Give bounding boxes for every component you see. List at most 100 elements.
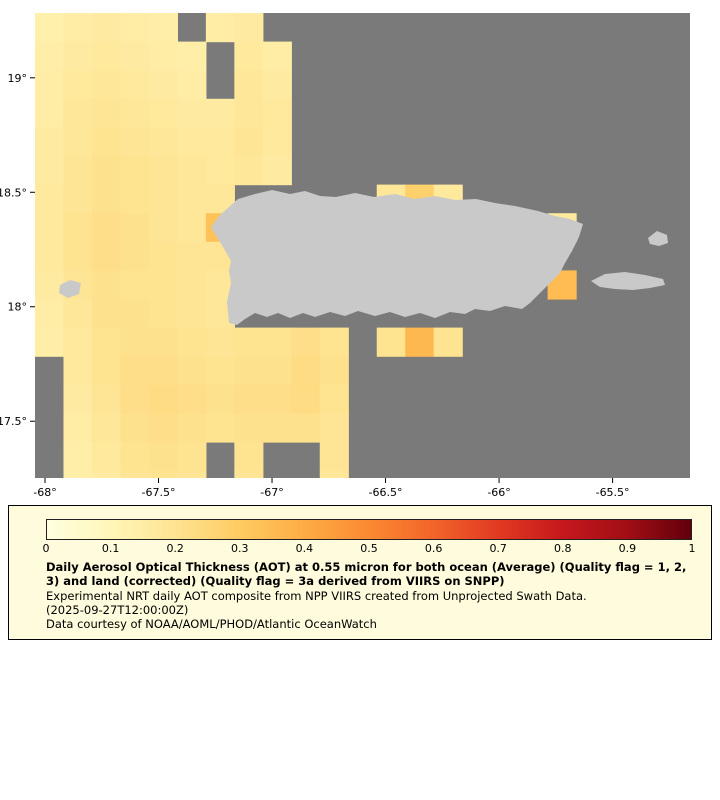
aot-cell <box>63 70 93 100</box>
aot-cell <box>205 98 235 128</box>
aot-cell <box>63 442 93 472</box>
aot-cell <box>91 470 122 478</box>
aot-cell <box>120 98 150 128</box>
colorbar-tick-label: 0.2 <box>166 542 184 555</box>
aot-cell <box>35 184 65 214</box>
aot-cell <box>91 299 122 329</box>
aot-cell <box>177 241 207 271</box>
aot-cell <box>63 184 93 214</box>
aot-cell <box>63 41 93 71</box>
aot-cell <box>177 41 207 71</box>
aot-cell <box>205 384 235 414</box>
mona-island <box>59 280 81 298</box>
aot-cell <box>35 13 65 43</box>
aot-cell <box>148 156 178 186</box>
aot-cell <box>319 327 349 357</box>
colorbar-tick-label: 0.4 <box>295 542 314 555</box>
legend-line-courtesy: Data courtesy of NOAA/AOML/PHOD/Atlantic… <box>46 617 377 631</box>
aot-cell <box>234 384 264 414</box>
aot-cell <box>35 241 65 271</box>
colorbar-tick-label: 0 <box>42 542 50 555</box>
aot-cell <box>177 213 207 243</box>
y-tick-label: 17.5° <box>0 415 27 428</box>
aot-cell <box>148 98 178 128</box>
aot-cell <box>91 127 122 157</box>
aot-cell <box>63 470 93 478</box>
aot-cell <box>91 184 122 214</box>
colorbar-tick-row: 0 0.1 0.2 0.3 0.4 0.5 0.6 0.7 0.8 0.9 1 <box>42 540 696 556</box>
aot-cell <box>120 213 150 243</box>
aot-cell <box>120 70 150 100</box>
aot-cell <box>433 327 463 357</box>
aot-cell <box>91 70 122 100</box>
aot-cell <box>234 470 264 478</box>
aot-cell <box>177 413 207 443</box>
aot-cell <box>319 470 349 478</box>
colorbar-tick-label: 0.6 <box>424 542 443 555</box>
aot-cell <box>91 13 122 43</box>
legend-line-experimental: Experimental NRT daily AOT composite fro… <box>46 588 587 603</box>
aot-cell <box>148 213 178 243</box>
aot-cell <box>319 442 349 472</box>
aot-cell <box>35 41 65 71</box>
aot-cell <box>177 270 207 300</box>
aot-cell <box>35 127 65 157</box>
aot-cell <box>91 356 122 386</box>
aot-cell <box>91 156 122 186</box>
aot-cell <box>148 270 178 300</box>
aot-cell <box>91 270 122 300</box>
aot-cell <box>319 413 349 443</box>
aot-cell <box>148 299 178 329</box>
aot-cell <box>234 13 264 43</box>
aot-cell <box>91 241 122 271</box>
aot-cell <box>148 356 178 386</box>
aot-cell <box>148 184 178 214</box>
legend-line-timestamp: (2025-09-27T12:00:00Z) <box>46 602 189 617</box>
axes-layer: -68° -67.5° -67° -66.5° -66° -65.5° 19° 18.5° 18… <box>0 72 630 499</box>
aot-cell <box>177 299 207 329</box>
legend-panel: 0 0.1 0.2 0.3 0.4 0.5 0.6 0.7 0.8 0.9 1 Daily Aero… <box>8 505 712 641</box>
colorbar-tick-label: 0.9 <box>618 542 637 555</box>
aot-cell <box>177 184 207 214</box>
aot-cell <box>148 470 178 478</box>
aot-cell <box>205 356 235 386</box>
aot-cell <box>376 327 406 357</box>
aot-cell <box>120 384 150 414</box>
aot-cell <box>262 41 292 71</box>
aot-cell <box>319 384 349 414</box>
aot-cell <box>63 299 93 329</box>
land-layer <box>59 190 668 325</box>
aot-cell <box>120 156 150 186</box>
aot-cell <box>319 356 349 386</box>
aot-cell <box>291 356 321 386</box>
aot-cell <box>120 442 150 472</box>
y-tick-label: 18° <box>8 301 28 314</box>
aot-cell <box>35 156 65 186</box>
aot-cell <box>63 327 93 357</box>
aot-cell <box>91 41 122 71</box>
aot-cell <box>91 98 122 128</box>
aot-cell <box>63 98 93 128</box>
x-tick-label: -66° <box>487 486 510 499</box>
aot-cell <box>234 413 264 443</box>
aot-cell <box>91 213 122 243</box>
aot-cell <box>63 413 93 443</box>
aot-cell <box>234 98 264 128</box>
aot-cell <box>120 41 150 71</box>
aot-cell <box>148 384 178 414</box>
aot-cell <box>148 41 178 71</box>
aot-cell <box>63 213 93 243</box>
aot-cell <box>148 70 178 100</box>
aot-cell <box>262 356 292 386</box>
aot-cell <box>120 270 150 300</box>
legend-text-block: Daily Aerosol Optical Thickness (AOT) at… <box>46 560 693 631</box>
aot-cell <box>262 156 292 186</box>
aot-cell <box>120 299 150 329</box>
colorbar-tick-label: 0.5 <box>360 542 378 555</box>
aot-cell <box>120 241 150 271</box>
aot-cell <box>177 384 207 414</box>
x-tick-label: -66.5° <box>369 486 403 499</box>
colorbar-tick-label: 0.1 <box>101 542 120 555</box>
x-tick-label: -68° <box>33 486 56 499</box>
aot-cell <box>63 384 93 414</box>
